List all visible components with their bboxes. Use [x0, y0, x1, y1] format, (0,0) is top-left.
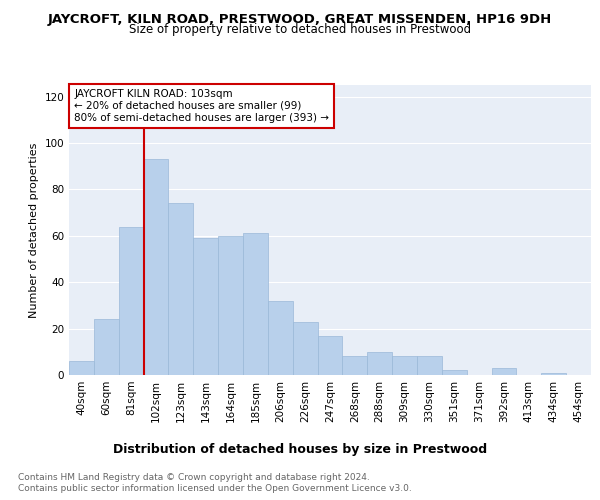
Bar [541, 372, 566, 375]
Text: Size of property relative to detached houses in Prestwood: Size of property relative to detached ho… [129, 22, 471, 36]
Bar [193, 238, 218, 375]
Bar [491, 368, 517, 375]
Text: Contains public sector information licensed under the Open Government Licence v3: Contains public sector information licen… [18, 484, 412, 493]
Bar [143, 159, 169, 375]
Text: JAYCROFT, KILN ROAD, PRESTWOOD, GREAT MISSENDEN, HP16 9DH: JAYCROFT, KILN ROAD, PRESTWOOD, GREAT MI… [48, 12, 552, 26]
Bar [442, 370, 467, 375]
Bar [293, 322, 317, 375]
Bar [119, 226, 143, 375]
Bar [392, 356, 417, 375]
Bar [243, 234, 268, 375]
Text: Distribution of detached houses by size in Prestwood: Distribution of detached houses by size … [113, 442, 487, 456]
Bar [317, 336, 343, 375]
Y-axis label: Number of detached properties: Number of detached properties [29, 142, 39, 318]
Bar [343, 356, 367, 375]
Bar [367, 352, 392, 375]
Bar [69, 361, 94, 375]
Text: JAYCROFT KILN ROAD: 103sqm
← 20% of detached houses are smaller (99)
80% of semi: JAYCROFT KILN ROAD: 103sqm ← 20% of deta… [74, 90, 329, 122]
Bar [94, 320, 119, 375]
Bar [218, 236, 243, 375]
Bar [268, 301, 293, 375]
Bar [169, 204, 193, 375]
Text: Contains HM Land Registry data © Crown copyright and database right 2024.: Contains HM Land Registry data © Crown c… [18, 472, 370, 482]
Bar [417, 356, 442, 375]
